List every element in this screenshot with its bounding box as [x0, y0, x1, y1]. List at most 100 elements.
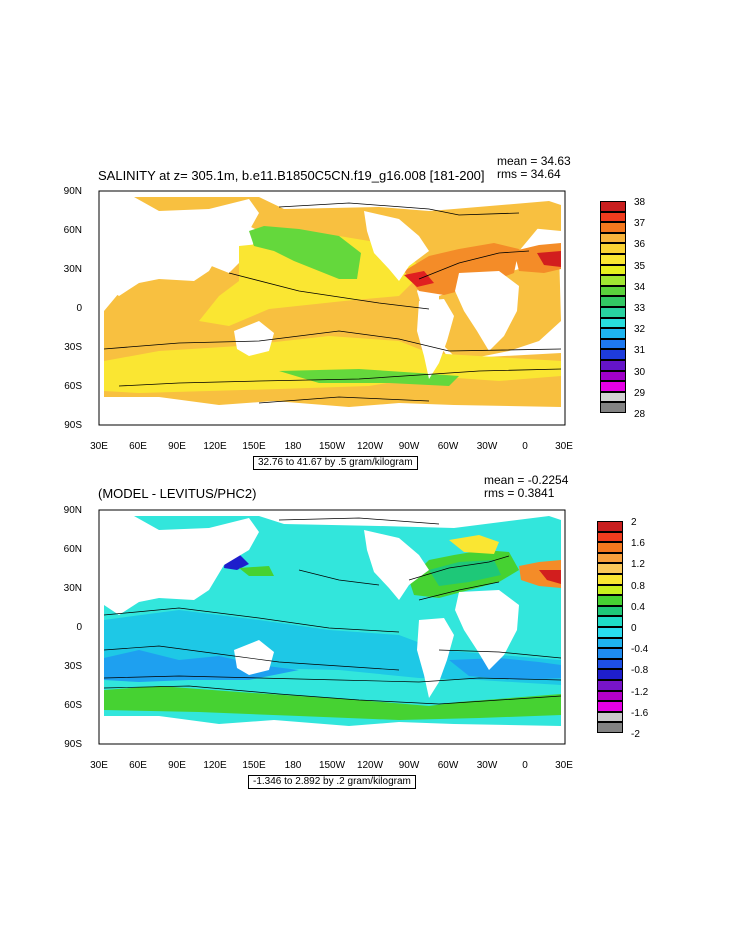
panel1-mean: mean = 34.63 — [497, 154, 571, 168]
colorbar-swatch — [600, 275, 626, 286]
colorbar-label: 33 — [634, 303, 646, 314]
colorbar-label: 0.8 — [631, 580, 645, 592]
panel2-lon-label: 120E — [203, 760, 227, 771]
panel1-contour-info: 32.76 to 41.67 by .5 gram/kilogram — [253, 456, 418, 470]
panel2-rms: rms = 0.3841 — [484, 486, 555, 500]
panel2-lon-label: 30W — [476, 760, 498, 771]
colorbar-swatch — [600, 349, 626, 360]
colorbar-swatch — [600, 338, 626, 350]
panel2-title: (MODEL - LEVITUS/PHC2) — [98, 486, 257, 501]
panel2-lat-label: 30N — [63, 583, 82, 594]
panel1-lon-label: 90W — [398, 441, 420, 452]
colorbar-label: 0.4 — [631, 601, 645, 613]
colorbar-label: -2 — [631, 729, 640, 740]
colorbar-label: 34 — [634, 281, 646, 293]
panel2-contour-info: -1.346 to 2.892 by .2 gram/kilogram — [248, 775, 416, 789]
colorbar-label: 1.2 — [631, 559, 645, 571]
colorbar-label: 0 — [631, 623, 637, 634]
panel1-map — [98, 190, 566, 426]
colorbar-label: 31 — [634, 345, 646, 357]
colorbar-label: 30 — [634, 366, 646, 378]
panel2-lon-label: 30E — [555, 760, 573, 771]
panel2-lon-label: 30E — [90, 760, 108, 771]
colorbar-swatch — [600, 381, 626, 392]
panel1-lon-label: 30E — [555, 441, 573, 452]
colorbar-label: 37 — [634, 218, 646, 230]
panel1-lat-label: 30N — [63, 264, 82, 275]
panel2-mean: mean = -0.2254 — [484, 473, 569, 487]
colorbar-swatch — [597, 722, 623, 733]
colorbar-swatch — [600, 317, 626, 329]
colorbar-swatch — [597, 658, 623, 670]
panel2-lon-label: 150W — [318, 760, 346, 771]
panel2-lon-label: 90W — [398, 760, 420, 771]
colorbar-swatch — [597, 648, 623, 659]
panel1-lon-label: 150E — [242, 441, 266, 452]
panel2-lat-label: 0 — [76, 622, 82, 633]
panel2-lon-label: 60E — [129, 760, 147, 771]
colorbar-swatch — [600, 402, 626, 413]
panel2-lon-label: 60W — [437, 760, 459, 771]
colorbar-label: -1.2 — [631, 686, 649, 698]
panel2-lon-label: 150E — [242, 760, 266, 771]
colorbar-swatch — [600, 264, 626, 276]
panel1-lon-label: 30W — [476, 441, 498, 452]
panel1-lat-label: 30S — [64, 342, 82, 353]
panel1-lon-label: 120E — [203, 441, 227, 452]
colorbar-label: -0.4 — [631, 644, 649, 656]
colorbar-swatch — [597, 605, 623, 617]
colorbar-swatch — [597, 616, 623, 627]
panel1-lat-label: 60S — [64, 381, 82, 392]
panel2-lon-label: 120W — [356, 760, 384, 771]
panel2-lat-label: 90S — [64, 739, 82, 750]
colorbar-swatch — [597, 595, 623, 606]
colorbar-swatch — [597, 563, 623, 574]
panel1-colorbar — [600, 201, 626, 413]
colorbar-swatch — [597, 542, 623, 553]
panel1-lon-label: 60W — [437, 441, 459, 452]
colorbar-swatch — [597, 521, 623, 532]
panel2-lon-label: 90E — [168, 760, 186, 771]
panel1-lon-label: 60E — [129, 441, 147, 452]
colorbar-swatch — [597, 669, 623, 680]
colorbar-swatch — [600, 222, 626, 233]
panel2-colorbar — [597, 521, 623, 733]
colorbar-label: 28 — [634, 409, 646, 420]
panel2-lon-label: 0 — [522, 760, 528, 771]
colorbar-swatch — [597, 552, 623, 564]
colorbar-label: 29 — [634, 387, 646, 399]
colorbar-swatch — [600, 285, 626, 297]
colorbar-label: 35 — [634, 260, 646, 272]
colorbar-swatch — [597, 627, 623, 638]
colorbar-swatch — [600, 232, 626, 244]
colorbar-swatch — [597, 680, 623, 691]
panel1-lon-label: 180 — [284, 441, 302, 452]
panel1-lat-label: 90S — [64, 420, 82, 431]
panel1-lon-label: 30E — [90, 441, 108, 452]
panel1-lat-label: 60N — [63, 225, 82, 236]
colorbar-label: -0.8 — [631, 665, 649, 677]
panel1-lat-label: 0 — [76, 303, 82, 314]
colorbar-swatch — [597, 690, 623, 702]
colorbar-swatch — [597, 574, 623, 585]
colorbar-swatch — [600, 254, 626, 265]
colorbar-swatch — [600, 360, 626, 371]
colorbar-swatch — [600, 243, 626, 254]
colorbar-swatch — [597, 584, 623, 596]
panel2-lat-label: 30S — [64, 661, 82, 672]
colorbar-swatch — [597, 711, 623, 723]
panel1-title: SALINITY at z= 305.1m, b.e11.B1850C5CN.f… — [98, 168, 485, 183]
panel2-lon-label: 180 — [284, 760, 302, 771]
panel2-lat-label: 60S — [64, 700, 82, 711]
panel2-map — [98, 509, 566, 745]
colorbar-label: 38 — [634, 197, 646, 208]
panel2-lat-label: 90N — [63, 505, 82, 516]
colorbar-swatch — [597, 531, 623, 543]
panel1-lat-label: 90N — [63, 186, 82, 197]
colorbar-swatch — [600, 328, 626, 339]
colorbar-swatch — [600, 370, 626, 382]
colorbar-label: 36 — [634, 239, 646, 251]
colorbar-swatch — [600, 211, 626, 223]
panel1-rms: rms = 34.64 — [497, 167, 561, 181]
colorbar-swatch — [597, 701, 623, 712]
